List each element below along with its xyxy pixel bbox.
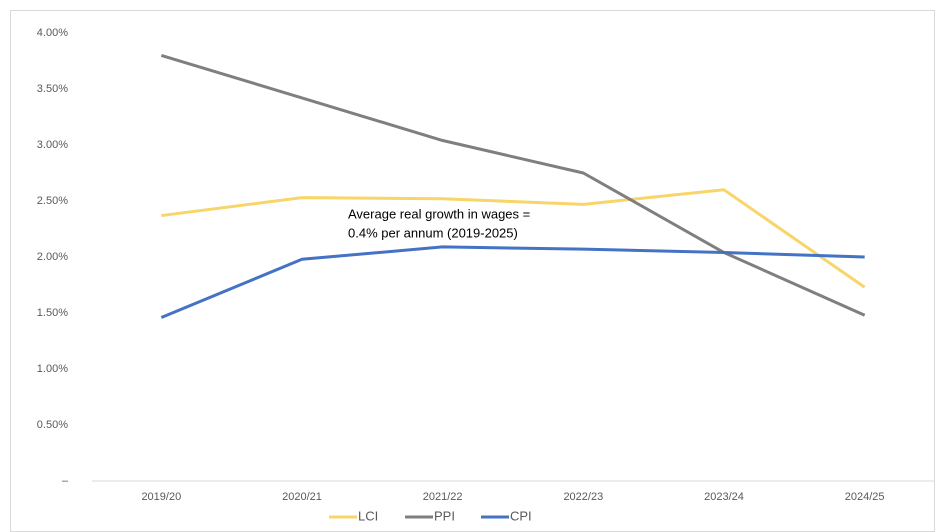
legend-label: PPI: [434, 508, 455, 523]
x-tick-label: 2020/21: [282, 491, 322, 503]
y-tick-label: 4.00%: [37, 27, 68, 39]
annotation: Average real growth in wages =: [348, 206, 530, 221]
y-tick-label: 3.50%: [37, 83, 68, 95]
x-tick-label: 2023/24: [704, 491, 744, 503]
series-line: [160, 245, 865, 319]
x-tick-label: 2024/25: [845, 491, 885, 503]
y-tick-label: 0.50%: [37, 419, 68, 431]
legend-label: CPI: [510, 508, 532, 523]
y-tick-label: –: [62, 475, 69, 487]
x-tick-label: 2019/20: [141, 491, 181, 503]
legend-label: LCI: [358, 508, 378, 523]
y-tick-label: 2.50%: [37, 195, 68, 207]
x-tick-label: 2021/22: [423, 491, 463, 503]
chart-frame: [10, 10, 935, 532]
y-tick-label: 1.00%: [37, 363, 68, 375]
y-tick-label: 3.00%: [37, 139, 68, 151]
y-tick-label: 1.50%: [37, 307, 68, 319]
x-tick-label: 2022/23: [563, 491, 603, 503]
series-line: [160, 53, 866, 317]
annotation: 0.4% per annum (2019-2025): [348, 225, 518, 240]
y-tick-label: 2.00%: [37, 251, 68, 263]
series-line: [161, 188, 866, 289]
